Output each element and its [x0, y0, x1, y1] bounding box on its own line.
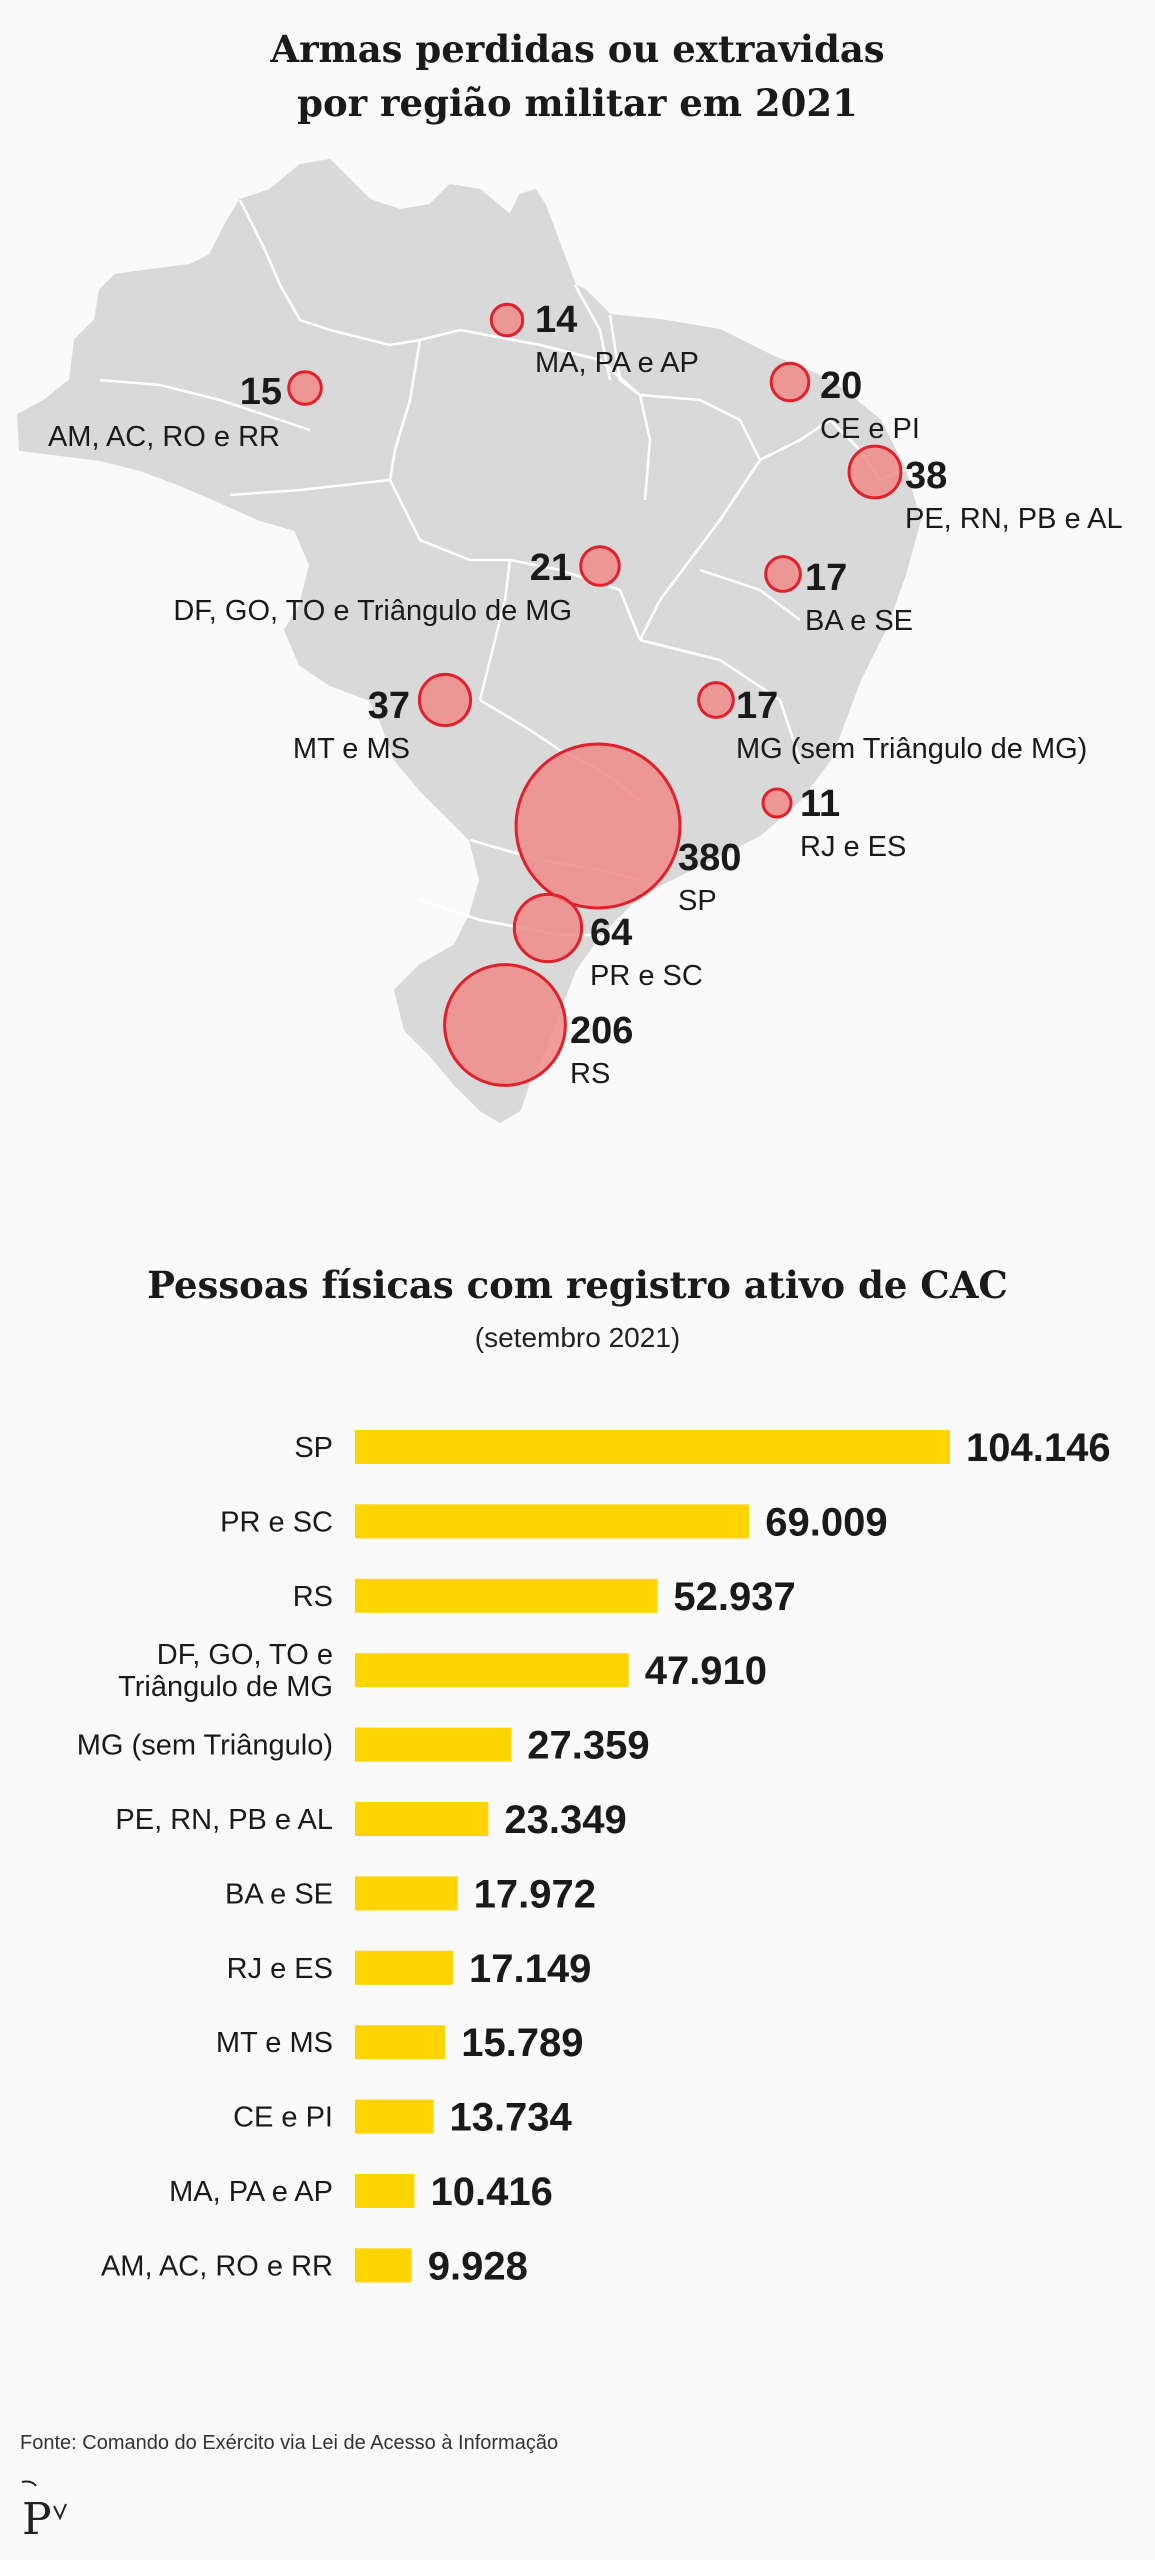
bubble-label-layer: 14 MA, PA e AP 15 AM, AC, RO e RR 20 CE e PI 3… — [48, 299, 1123, 1090]
category-label: PE, RN, PB e AL — [115, 1804, 333, 1836]
bubble-region-label: RJ e ES — [800, 831, 906, 863]
border-line — [639, 638, 802, 761]
bar-chart-title: Pessoas físicas com registro ativo de CA… — [147, 1263, 1008, 1307]
border-line — [699, 568, 801, 621]
bubble-region-label: SP — [678, 885, 717, 917]
bubble-value-label: 380 — [678, 837, 741, 879]
bubble-region-label: MG (sem Triângulo de MG) — [736, 733, 1087, 765]
bar — [355, 2174, 415, 2208]
bubble-value-label: 15 — [240, 371, 282, 413]
bubble-region-label: PR e SC — [590, 960, 703, 992]
bubble — [489, 302, 525, 338]
bar-layer: SP 104.146 PR e SC 69.009 RS 52.937 DF, GO, TO… — [77, 1426, 1111, 2288]
bar — [355, 2099, 434, 2134]
bar — [355, 2025, 446, 2060]
bubble-value-label: 21 — [530, 547, 572, 589]
source-note: Fonte: Comando do Exército via Lei de Ac… — [20, 2432, 559, 2454]
bubble-region-label: DF, GO, TO e Triângulo de MG — [173, 595, 572, 627]
bar-value-label: 52.937 — [673, 1575, 795, 1619]
bar-value-label: 27.359 — [527, 1724, 649, 1768]
category-label: DF, GO, TO e Triângulo de MG — [118, 1639, 333, 1703]
bubble-value-label: 17 — [736, 685, 778, 727]
bubble-region-label: RS — [570, 1058, 610, 1090]
category-label: MG (sem Triângulo) — [77, 1730, 333, 1762]
bar-value-label: 9.928 — [428, 2244, 528, 2288]
brazil-bubble-map: 14 MA, PA e AP 15 AM, AC, RO e RR 20 CE e PI 3… — [16, 158, 1123, 1124]
category-label: SP — [294, 1432, 333, 1464]
bar — [355, 1950, 453, 1985]
bubble — [764, 555, 802, 593]
category-label: MA, PA e AP — [169, 2176, 333, 2208]
border-line — [229, 339, 422, 497]
category-label: PR e SC — [220, 1506, 333, 1538]
category-label: BA e SE — [225, 1878, 333, 1910]
border-line — [639, 393, 831, 462]
border-line — [573, 284, 612, 381]
bar-value-label: 47.910 — [645, 1649, 767, 1693]
bar-value-label: 17.149 — [469, 1947, 591, 1991]
bar — [355, 1727, 512, 1762]
map-title-line-1: Armas perdidas ou extravidas — [270, 27, 885, 71]
bubble-value-label: 20 — [820, 365, 862, 407]
border-line — [638, 459, 762, 641]
logo-mark — [53, 2503, 67, 2521]
border-line — [329, 328, 461, 347]
map-title-line-2: por região militar em 2021 — [297, 81, 858, 125]
bubble — [417, 672, 473, 728]
bubble — [697, 681, 735, 719]
bubble-region-label: CE e PI — [820, 413, 920, 445]
category-label: CE e PI — [233, 2102, 333, 2134]
bar-value-label: 13.734 — [449, 2096, 572, 2140]
bubble-layer — [287, 302, 903, 1087]
bubble — [512, 892, 584, 964]
map-title: Armas perdidas ou extravidas por região … — [0, 22, 1155, 130]
bubble-region-label: MT e MS — [293, 733, 410, 765]
bar — [355, 2248, 412, 2283]
logo-letter: P — [22, 2494, 52, 2545]
bubble — [847, 444, 903, 500]
bar — [355, 1876, 458, 1911]
border-line — [238, 199, 331, 332]
bubble-value-label: 37 — [368, 685, 410, 727]
publisher-logo-icon: P — [21, 2480, 67, 2545]
bubble-value-label: 14 — [535, 299, 577, 341]
bar-chart-subtitle: (setembro 2021) — [474, 1322, 681, 1353]
bar-value-label: 69.009 — [765, 1500, 887, 1544]
bar-value-label: 17.972 — [474, 1872, 596, 1916]
bubble-region-label: BA e SE — [805, 605, 913, 637]
category-label: AM, AC, RO e RR — [101, 2250, 333, 2282]
bar-value-label: 15.789 — [461, 2021, 583, 2065]
bar — [355, 1802, 489, 1836]
bar — [355, 1653, 629, 1688]
bubble — [579, 545, 621, 587]
bubble — [287, 370, 323, 406]
bar — [355, 1578, 658, 1613]
category-label: RJ e ES — [227, 1953, 333, 1985]
border-line — [478, 559, 512, 701]
bubble-region-label: AM, AC, RO e RR — [48, 421, 280, 453]
bar-value-label: 10.416 — [431, 2170, 553, 2214]
bubble-region-label: MA, PA e AP — [535, 347, 699, 379]
bar-value-label: 23.349 — [504, 1798, 626, 1842]
border-line — [99, 378, 311, 432]
category-label: RS — [293, 1581, 333, 1613]
bar — [355, 1504, 750, 1539]
bar — [355, 1430, 950, 1464]
bubble-value-label: 38 — [905, 455, 947, 497]
bubble-value-label: 64 — [590, 912, 632, 954]
bubble-region-label: PE, RN, PB e AL — [905, 503, 1123, 535]
bubble — [443, 963, 567, 1087]
logo-stroke — [21, 2480, 37, 2487]
bubble-value-label: 206 — [570, 1010, 633, 1052]
bubble-value-label: 11 — [800, 783, 840, 825]
category-label: MT e MS — [216, 2027, 333, 2059]
bubble — [514, 742, 682, 910]
bar-value-label: 104.146 — [966, 1426, 1111, 1470]
bubble — [769, 361, 811, 403]
bubble-value-label: 17 — [805, 557, 847, 599]
bubble — [761, 787, 793, 819]
